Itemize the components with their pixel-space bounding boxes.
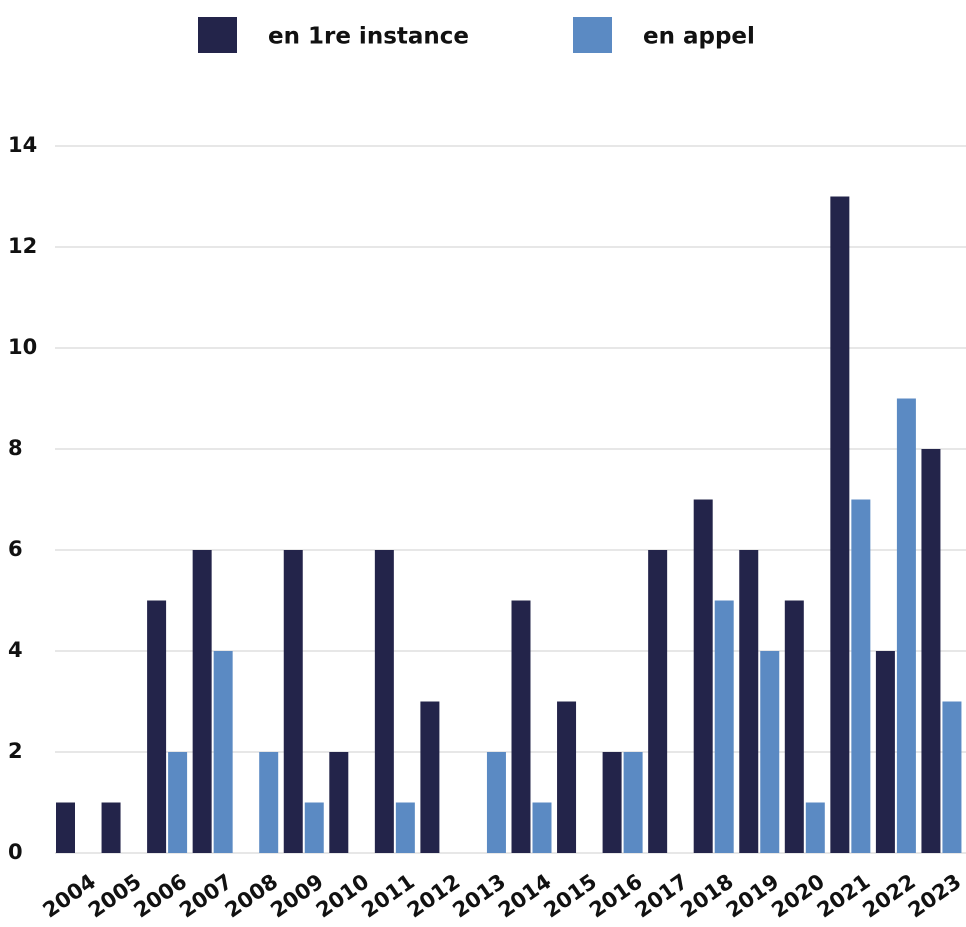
bar	[805, 802, 825, 853]
x-tick-label: 2022	[858, 869, 920, 922]
y-tick-label: 6	[8, 537, 23, 561]
x-tick-label: 2016	[585, 869, 647, 922]
x-tick-label: 2021	[813, 869, 875, 922]
bar	[395, 802, 415, 853]
y-tick-label: 2	[8, 739, 23, 763]
bar	[486, 752, 506, 853]
bar	[760, 651, 780, 853]
y-tick-label: 0	[8, 840, 23, 864]
bar	[851, 499, 871, 853]
x-tick-label: 2009	[266, 869, 328, 922]
bar	[921, 449, 941, 853]
bar	[648, 550, 668, 853]
bar	[942, 701, 962, 853]
x-tick-label: 2005	[84, 869, 146, 922]
bar	[304, 802, 324, 853]
bar	[623, 752, 643, 853]
x-tick-label: 2014	[494, 869, 556, 922]
x-tick-label: 2006	[130, 869, 192, 922]
bar	[283, 550, 303, 853]
legend-label: en 1re instance	[268, 24, 469, 50]
x-tick-label: 2019	[722, 869, 784, 922]
x-tick-label: 2017	[631, 869, 693, 922]
bar	[147, 600, 167, 853]
x-tick-label: 2012	[403, 869, 465, 922]
x-tick-label: 2008	[221, 869, 283, 922]
bar	[532, 802, 552, 853]
legend-swatch	[573, 17, 612, 53]
y-tick-label: 12	[8, 234, 37, 258]
bar	[714, 600, 734, 853]
x-tick-label: 2015	[539, 869, 601, 922]
bar	[875, 651, 895, 853]
bar	[101, 802, 121, 853]
y-tick-label: 8	[8, 436, 23, 460]
y-tick-label: 10	[8, 335, 37, 359]
legend-label: en appel	[643, 24, 755, 50]
bar	[329, 752, 349, 853]
bar	[259, 752, 279, 853]
bar	[192, 550, 212, 853]
bar	[374, 550, 394, 853]
x-tick-label: 2020	[767, 869, 829, 922]
bar	[56, 802, 75, 853]
bar	[830, 196, 850, 853]
bar	[896, 398, 916, 853]
bar	[168, 752, 188, 853]
y-tick-label: 14	[8, 133, 37, 157]
y-tick-label: 4	[8, 638, 23, 662]
legend-swatch	[198, 17, 237, 53]
bar	[693, 499, 713, 853]
x-tick-label: 2010	[312, 869, 374, 922]
x-tick-label: 2023	[904, 869, 966, 922]
x-tick-label: 2004	[38, 869, 100, 922]
bar	[784, 600, 804, 853]
bar	[602, 752, 622, 853]
bar	[213, 651, 233, 853]
x-tick-label: 2007	[175, 869, 237, 922]
bar	[511, 600, 531, 853]
bar	[557, 701, 577, 853]
bar	[739, 550, 759, 853]
x-tick-label: 2013	[448, 869, 510, 922]
x-tick-label: 2018	[676, 869, 738, 922]
bar	[420, 701, 440, 853]
x-tick-label: 2011	[357, 869, 419, 922]
